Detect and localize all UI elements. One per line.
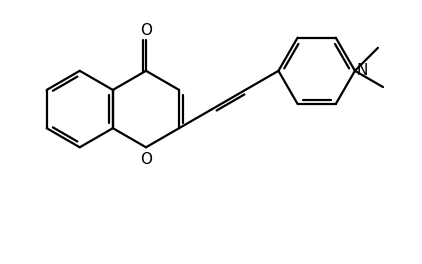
Text: O: O (140, 23, 152, 38)
Text: N: N (357, 63, 368, 78)
Text: O: O (140, 152, 152, 167)
